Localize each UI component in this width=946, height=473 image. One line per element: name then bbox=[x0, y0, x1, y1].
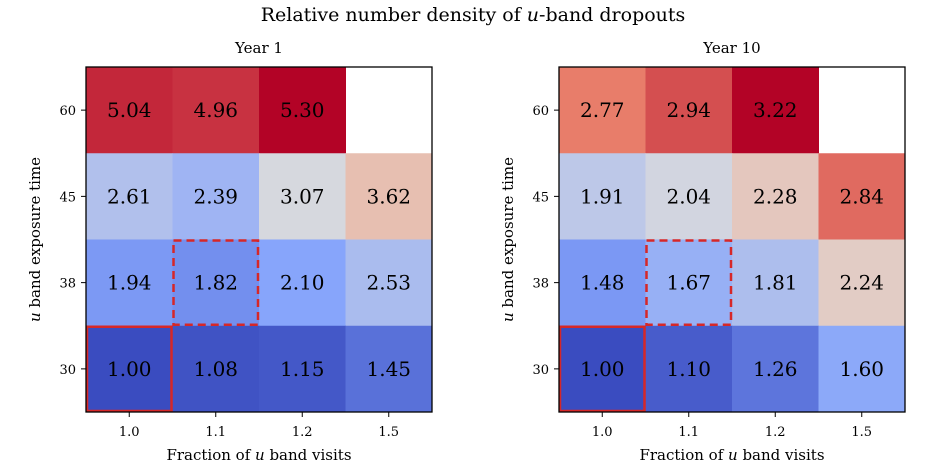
cell-value-label: 1.00 bbox=[107, 357, 152, 381]
x-tick-label: 1.1 bbox=[205, 425, 226, 440]
heatmap-cell bbox=[259, 239, 346, 327]
y-tick-label: 45 bbox=[532, 190, 549, 205]
cell-value-label: 2.04 bbox=[666, 184, 711, 208]
heatmap-cell bbox=[559, 67, 646, 154]
figure-title-variable: u bbox=[526, 4, 540, 26]
cell-value-label: 2.61 bbox=[107, 184, 152, 208]
cell-value-label: 1.15 bbox=[280, 357, 325, 381]
cell-value-label: 1.00 bbox=[580, 357, 625, 381]
y-tick-label: 38 bbox=[532, 277, 549, 292]
y-tick-label: 60 bbox=[59, 104, 76, 119]
heatmap-cell bbox=[645, 153, 733, 240]
cell-value-label: 1.60 bbox=[839, 357, 884, 381]
y-tick-label: 60 bbox=[532, 104, 549, 119]
heatmap-cell bbox=[559, 325, 646, 413]
cell-value-label: 3.62 bbox=[366, 184, 411, 208]
heatmap-cell bbox=[732, 325, 819, 413]
cell-value-label: 1.45 bbox=[366, 357, 411, 381]
panel-title: Year 1 bbox=[234, 39, 283, 57]
cell-value-label: 2.39 bbox=[193, 184, 238, 208]
x-tick-label: 1.2 bbox=[765, 425, 786, 440]
y-tick-label: 38 bbox=[59, 277, 76, 292]
axes-frame bbox=[85, 66, 433, 413]
x-tick-label: 1.5 bbox=[378, 425, 399, 440]
panel-title: Year 10 bbox=[702, 39, 760, 57]
heatmap-cell bbox=[345, 153, 433, 240]
cell-value-label: 1.08 bbox=[193, 357, 238, 381]
cell-value-label: 5.04 bbox=[107, 98, 152, 122]
heatmap-cell bbox=[732, 239, 819, 327]
cell-value-label: 4.96 bbox=[193, 98, 238, 122]
heatmap-cell bbox=[86, 67, 173, 154]
x-tick-label: 1.0 bbox=[592, 425, 613, 440]
cell-value-label: 1.91 bbox=[580, 184, 625, 208]
cell-value-label: 2.77 bbox=[580, 98, 625, 122]
heatmap-cell bbox=[559, 239, 646, 327]
x-axis-label: Fraction of u band visits bbox=[166, 446, 351, 464]
cell-value-label: 2.10 bbox=[280, 271, 325, 295]
cell-value-label: 3.22 bbox=[753, 98, 798, 122]
x-tick-label: 1.2 bbox=[292, 425, 313, 440]
x-tick-label: 1.0 bbox=[119, 425, 140, 440]
cell-value-label: 2.84 bbox=[839, 184, 884, 208]
figure-title-prefix: Relative number density of bbox=[260, 4, 527, 26]
heatmap-cell bbox=[259, 153, 346, 240]
highlight-box-solid bbox=[85, 325, 173, 413]
heatmap-cell bbox=[345, 239, 433, 327]
cell-value-label: 2.28 bbox=[753, 184, 798, 208]
figure-title: Relative number density of u-band dropou… bbox=[0, 4, 946, 26]
cell-value-label: 1.26 bbox=[753, 357, 798, 381]
highlight-box-solid bbox=[558, 325, 646, 413]
cell-value-label: 1.82 bbox=[193, 271, 238, 295]
heatmap-cell bbox=[345, 325, 433, 413]
y-tick-label: 45 bbox=[59, 190, 76, 205]
cell-value-label: 1.67 bbox=[666, 271, 711, 295]
heatmap-cell bbox=[818, 153, 906, 240]
heatmap-cell bbox=[86, 239, 173, 327]
heatmap-cell bbox=[172, 153, 260, 240]
y-axis-label: u band exposure time bbox=[499, 157, 517, 322]
heatmap-cell bbox=[732, 153, 819, 240]
figure-title-suffix: -band dropouts bbox=[539, 4, 686, 26]
heatmap-cell bbox=[818, 325, 906, 413]
heatmap-cell bbox=[732, 67, 819, 154]
y-tick-label: 30 bbox=[59, 363, 76, 378]
heatmap-cell bbox=[645, 325, 733, 413]
heatmap-cell bbox=[86, 325, 173, 413]
cell-value-label: 1.48 bbox=[580, 271, 625, 295]
cell-value-label: 1.81 bbox=[753, 271, 798, 295]
heatmap-cell bbox=[818, 239, 906, 327]
cell-value-label: 1.94 bbox=[107, 271, 152, 295]
y-axis-label: u band exposure time bbox=[26, 157, 44, 322]
cell-value-label: 5.30 bbox=[280, 98, 325, 122]
heatmap-cell bbox=[172, 239, 260, 327]
heatmap-cell bbox=[172, 67, 260, 154]
axes-frame bbox=[558, 66, 906, 413]
cell-value-label: 2.53 bbox=[366, 271, 411, 295]
cell-value-label: 3.07 bbox=[280, 184, 325, 208]
heatmap-cell bbox=[259, 67, 346, 154]
x-tick-label: 1.5 bbox=[851, 425, 872, 440]
highlight-box-dashed bbox=[172, 239, 260, 326]
heatmap-cell bbox=[645, 67, 733, 154]
y-tick-label: 30 bbox=[532, 363, 549, 378]
heatmap-cell bbox=[259, 325, 346, 413]
cell-value-label: 2.94 bbox=[666, 98, 711, 122]
x-axis-label: Fraction of u band visits bbox=[639, 446, 824, 464]
x-tick-label: 1.1 bbox=[678, 425, 699, 440]
cell-value-label: 2.24 bbox=[839, 271, 884, 295]
heatmap-cell bbox=[559, 153, 646, 240]
highlight-box-dashed bbox=[645, 239, 733, 326]
heatmap-cell bbox=[172, 325, 260, 413]
heatmap-panel-1: 5.04 4.96 5.30 2.61 2.39 3.07 3.62 1.94 1.82 2.10… bbox=[26, 39, 433, 464]
heatmap-cell bbox=[86, 153, 173, 240]
heatmap-cell bbox=[645, 239, 733, 327]
heatmap-panel-2: 2.77 2.94 3.22 1.91 2.04 2.28 2.84 1.48 1.67 1.81… bbox=[499, 39, 906, 464]
cell-value-label: 1.10 bbox=[666, 357, 711, 381]
